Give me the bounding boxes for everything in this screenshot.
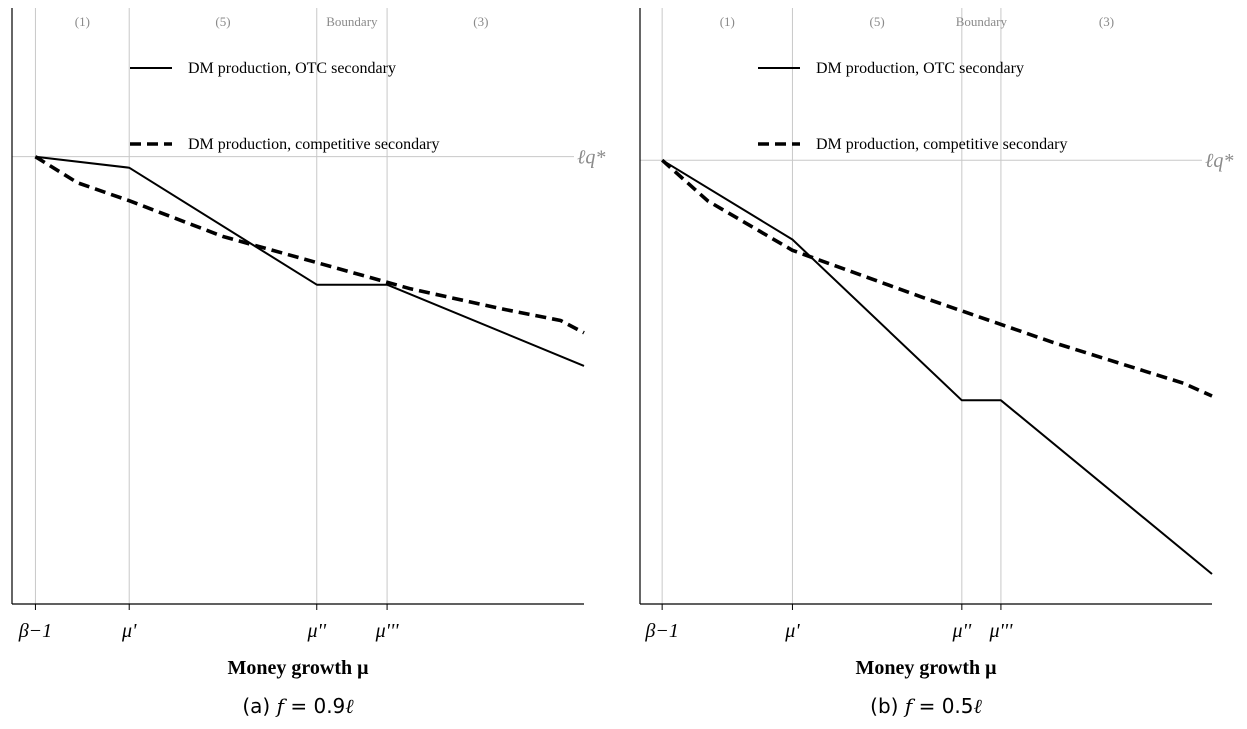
region-label-2: (5) xyxy=(870,14,885,29)
region-label-2: (5) xyxy=(215,14,230,29)
region-label-3: Boundary xyxy=(956,14,1008,29)
x-tick-label-2: μ' xyxy=(784,620,800,642)
region-label-1: (1) xyxy=(75,14,90,29)
x-tick-label-1: β−1 xyxy=(644,620,678,642)
x-axis-label: Money growth μ xyxy=(228,657,370,679)
region-label-1: (1) xyxy=(720,14,735,29)
series-line-1 xyxy=(35,155,585,367)
reference-line-label: ℓq* xyxy=(1205,150,1233,172)
x-tick-label-4: μ''' xyxy=(375,620,400,642)
series-line-2 xyxy=(34,155,585,335)
x-tick-label-2: μ' xyxy=(121,620,137,642)
reference-line-label: ℓq* xyxy=(577,147,605,169)
chart-panel-2: ℓq* β−1 μ' μ'' μ''' (1) (5) Boundary (3) DM produ… xyxy=(639,8,1233,718)
x-tick-label-4: μ''' xyxy=(988,620,1013,642)
x-tick-label-1: β−1 xyxy=(18,620,52,642)
x-axis-label: Money growth μ xyxy=(856,657,998,679)
legend-entry-2: DM production, competitive secondary xyxy=(188,136,440,153)
legend-entry-1: DM production, OTC secondary xyxy=(816,60,1024,77)
legend-entry-2: DM production, competitive secondary xyxy=(816,136,1068,153)
panel-caption: (a) f = 0.9ℓ xyxy=(242,694,354,718)
region-label-4: (3) xyxy=(473,14,488,29)
series-line-2 xyxy=(661,158,1213,398)
x-tick-label-3: μ'' xyxy=(952,620,972,642)
region-label-3: Boundary xyxy=(326,14,378,29)
region-label-4: (3) xyxy=(1099,14,1114,29)
legend-entry-1: DM production, OTC secondary xyxy=(188,60,396,77)
x-tick-label-3: μ'' xyxy=(306,620,326,642)
chart-panel-1: ℓq* β−1 μ' μ'' μ''' (1) (5) Boundary (3) DM produ… xyxy=(11,8,605,718)
series-line-1 xyxy=(661,159,1213,575)
panel-caption: (b) f = 0.5ℓ xyxy=(870,694,982,718)
